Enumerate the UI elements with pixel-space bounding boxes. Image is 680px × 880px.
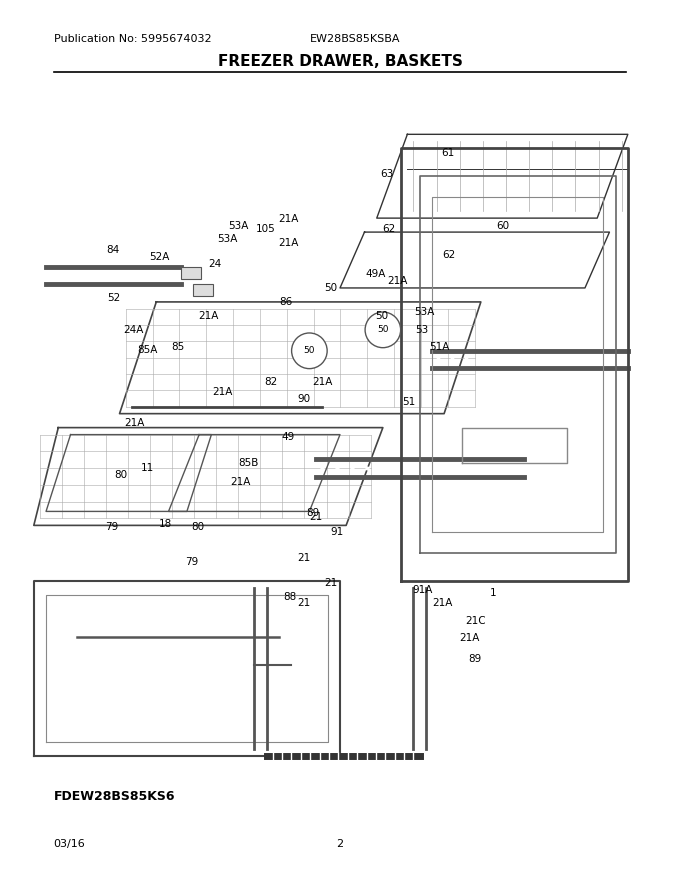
Text: 85A: 85A: [137, 345, 157, 356]
Text: 03/16: 03/16: [54, 840, 85, 849]
Text: 90: 90: [297, 394, 310, 404]
Text: 50: 50: [324, 283, 337, 293]
Text: 61: 61: [441, 148, 455, 158]
Text: FDEW28BS85KS6: FDEW28BS85KS6: [54, 790, 175, 803]
Text: 53A: 53A: [414, 307, 435, 317]
Bar: [193, 284, 213, 297]
Text: 62: 62: [442, 251, 456, 260]
Text: 53A: 53A: [218, 234, 238, 245]
Text: 79: 79: [186, 557, 199, 567]
Bar: [181, 267, 201, 279]
Text: 80: 80: [192, 522, 205, 532]
Text: 21A: 21A: [198, 311, 218, 320]
Text: 11: 11: [140, 463, 154, 473]
Text: 63: 63: [380, 169, 393, 179]
Text: 21A: 21A: [212, 387, 233, 397]
Text: 88: 88: [284, 591, 297, 602]
Text: 82: 82: [264, 377, 277, 386]
Text: 60: 60: [496, 221, 509, 231]
Text: 21: 21: [297, 554, 310, 563]
Text: 52: 52: [107, 293, 120, 304]
Circle shape: [365, 312, 401, 348]
Text: FREEZER DRAWER, BASKETS: FREEZER DRAWER, BASKETS: [218, 54, 462, 70]
Text: 21A: 21A: [230, 477, 250, 488]
Text: 62: 62: [383, 224, 396, 234]
Text: 53: 53: [415, 325, 429, 334]
Text: 89: 89: [469, 654, 482, 664]
Text: 91: 91: [330, 527, 343, 537]
Text: 52A: 52A: [149, 252, 169, 261]
Circle shape: [292, 333, 327, 369]
Text: 105: 105: [256, 224, 275, 234]
Text: 49A: 49A: [366, 269, 386, 279]
Text: 50: 50: [377, 326, 388, 334]
Text: 85B: 85B: [238, 458, 258, 468]
Text: 21C: 21C: [465, 616, 486, 626]
Text: 85: 85: [171, 342, 185, 352]
Text: Publication No: 5995674032: Publication No: 5995674032: [54, 33, 211, 44]
Text: 21: 21: [324, 577, 337, 588]
Text: 21A: 21A: [313, 377, 333, 386]
Text: 21A: 21A: [387, 276, 407, 286]
Text: 80: 80: [114, 470, 128, 480]
Text: 50: 50: [304, 347, 315, 356]
Text: 79: 79: [105, 522, 118, 532]
Text: 21A: 21A: [124, 418, 145, 429]
Text: 18: 18: [158, 518, 171, 529]
Text: 51: 51: [403, 398, 415, 407]
Text: 21: 21: [297, 598, 310, 608]
Text: 86: 86: [279, 297, 292, 307]
Text: 21A: 21A: [278, 214, 299, 224]
Text: 24: 24: [208, 259, 221, 268]
Text: 21A: 21A: [459, 633, 479, 643]
Text: 49: 49: [282, 432, 295, 442]
Text: 91A: 91A: [413, 584, 433, 595]
Text: EW28BS85KSBA: EW28BS85KSBA: [310, 33, 401, 44]
Text: 21A: 21A: [278, 238, 299, 248]
Text: 84: 84: [106, 245, 119, 255]
Text: 24A: 24A: [123, 325, 143, 334]
Text: 21: 21: [309, 512, 322, 522]
Text: 89: 89: [306, 509, 320, 518]
Text: 2: 2: [337, 840, 343, 849]
Text: 53A: 53A: [228, 221, 249, 231]
Text: 50: 50: [375, 311, 388, 320]
Text: 1: 1: [490, 588, 496, 598]
Text: 51A: 51A: [429, 342, 449, 352]
Text: 21A: 21A: [432, 598, 452, 608]
